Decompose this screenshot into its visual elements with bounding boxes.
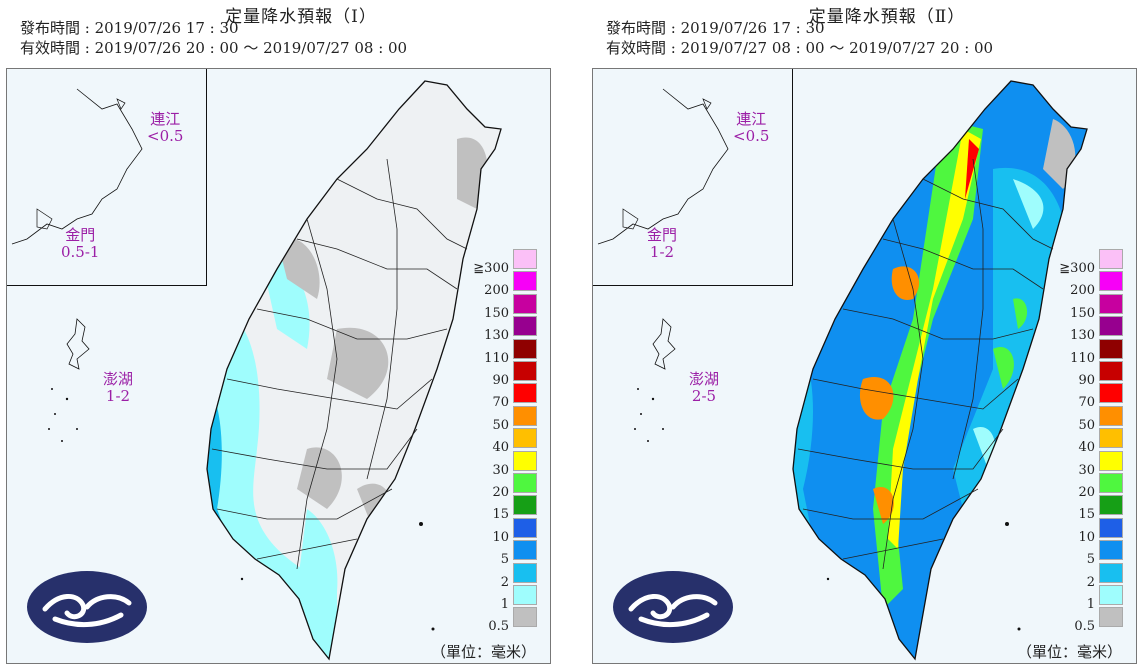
legend-label: 150 bbox=[1070, 305, 1095, 321]
valid-time: 有效時間 : 2019/07/26 20 : 00 ～ 2019/07/27 0… bbox=[20, 39, 408, 57]
legend-label: 30 bbox=[1078, 462, 1095, 478]
cwb-logo bbox=[27, 571, 147, 643]
legend-label: 150 bbox=[484, 305, 509, 321]
legend-label: 0.5 bbox=[1074, 619, 1095, 635]
rainfall-map: 連江 <0.5 金門 1-2 澎湖 2-5 ≧300 200 150 130 110 90 70 5… bbox=[592, 68, 1137, 664]
forecast-panel-1: 定量降水預報（Ⅰ） 發布時間 : 2019/07/26 17 : 30 有效時間… bbox=[6, 0, 566, 672]
issue-time: 發布時間 : 2019/07/26 17 : 30 bbox=[20, 19, 239, 37]
issue-time: 發布時間 : 2019/07/26 17 : 30 bbox=[606, 19, 825, 37]
legend-label: 40 bbox=[492, 440, 509, 456]
legend-label: 2 bbox=[500, 574, 509, 590]
legend-label: 1 bbox=[500, 597, 509, 612]
legend-swatch bbox=[513, 361, 537, 381]
legend-swatch bbox=[513, 540, 537, 561]
legend-label: 70 bbox=[1078, 395, 1095, 411]
legend-swatch bbox=[513, 271, 537, 292]
inset-offshore-islands: 連江 <0.5 金門 1-2 bbox=[593, 69, 793, 286]
legend-label: 50 bbox=[1078, 417, 1095, 433]
legend-label: 130 bbox=[484, 328, 509, 344]
penghu-outline bbox=[66, 318, 90, 370]
legend-label: 10 bbox=[492, 529, 509, 545]
cwb-logo bbox=[613, 571, 733, 643]
panel-title: 定量降水預報（Ⅱ） bbox=[808, 7, 966, 27]
rainfall-map: 連江 <0.5 金門 0.5-1 澎湖 1-2 ≧300 200 150 130 110 90 7… bbox=[6, 68, 551, 664]
legend-swatch bbox=[1099, 405, 1123, 426]
island-penghu: 澎湖 2-5 bbox=[689, 370, 720, 405]
panel-title: 定量降水預報（Ⅰ） bbox=[225, 7, 377, 27]
penghu-outline bbox=[652, 318, 676, 370]
island-kinmen: 金門 1-2 bbox=[647, 226, 678, 261]
precip-legend: ≧300 200 150 130 110 90 70 50 40 30 20 15 10 5 2 1 0.5 bbox=[1059, 249, 1131, 661]
legend-label: 40 bbox=[1078, 440, 1095, 456]
legend-label: 20 bbox=[492, 485, 509, 500]
legend-label: 1 bbox=[1086, 597, 1095, 612]
legend-swatch bbox=[1099, 293, 1123, 314]
island-penghu: 澎湖 1-2 bbox=[103, 370, 134, 405]
taiwan-map bbox=[634, 80, 1088, 661]
island-matsu: 連江 <0.5 bbox=[147, 110, 184, 145]
legend-swatch bbox=[513, 405, 537, 426]
legend-swatch bbox=[1099, 607, 1123, 628]
legend-swatch bbox=[1099, 383, 1123, 404]
legend-swatch bbox=[1099, 361, 1123, 381]
legend-swatch bbox=[513, 316, 537, 337]
legend-swatch bbox=[513, 293, 537, 314]
legend-label: 110 bbox=[484, 350, 509, 366]
unit-label: （單位：毫米） bbox=[1017, 643, 1123, 661]
legend-label: 200 bbox=[484, 283, 509, 299]
legend-label: 70 bbox=[492, 395, 509, 411]
legend-swatch bbox=[513, 517, 537, 538]
legend-label: 20 bbox=[1078, 485, 1095, 500]
legend-swatch bbox=[513, 473, 537, 493]
legend-label: 90 bbox=[492, 373, 509, 388]
legend-swatch bbox=[513, 383, 537, 404]
island-kinmen: 金門 0.5-1 bbox=[61, 226, 100, 261]
legend-swatch bbox=[1099, 428, 1123, 449]
legend-label: 15 bbox=[1078, 507, 1095, 523]
legend-swatch bbox=[513, 338, 537, 359]
legend-label: 90 bbox=[1078, 373, 1095, 388]
island-matsu: 連江 <0.5 bbox=[733, 110, 770, 145]
legend-label: ≧300 bbox=[1059, 261, 1095, 276]
legend-swatch bbox=[513, 249, 537, 269]
legend-swatch bbox=[513, 585, 537, 605]
legend-label: 110 bbox=[1070, 350, 1095, 366]
valid-time: 有效時間 : 2019/07/27 08 : 00 ～ 2019/07/27 2… bbox=[606, 39, 994, 57]
legend-swatch bbox=[513, 562, 537, 583]
unit-label: （單位：毫米） bbox=[431, 643, 537, 661]
legend-label: 2 bbox=[1086, 574, 1095, 590]
legend-swatch bbox=[1099, 495, 1123, 516]
inset-offshore-islands: 連江 <0.5 金門 0.5-1 bbox=[7, 69, 207, 286]
legend-label: 5 bbox=[500, 552, 509, 568]
legend-label: 15 bbox=[492, 507, 509, 523]
legend-label: 30 bbox=[492, 462, 509, 478]
legend-swatch bbox=[1099, 316, 1123, 337]
legend-swatch bbox=[1099, 450, 1123, 471]
legend-swatch bbox=[1099, 338, 1123, 359]
legend-swatch bbox=[1099, 540, 1123, 561]
legend-label: 5 bbox=[1086, 552, 1095, 568]
legend-swatch bbox=[1099, 473, 1123, 493]
legend-swatch bbox=[1099, 249, 1123, 269]
legend-label: 130 bbox=[1070, 328, 1095, 344]
legend-swatch bbox=[1099, 585, 1123, 605]
legend-swatch bbox=[513, 428, 537, 449]
legend-swatch bbox=[1099, 562, 1123, 583]
legend-label: 200 bbox=[1070, 283, 1095, 299]
legend-label: 10 bbox=[1078, 529, 1095, 545]
legend-swatch bbox=[513, 450, 537, 471]
precip-legend: ≧300 200 150 130 110 90 70 50 40 30 20 15 10 5 2 1 0.5 bbox=[473, 249, 545, 661]
legend-swatch bbox=[513, 607, 537, 628]
forecast-panel-2: 定量降水預報（Ⅱ） 發布時間 : 2019/07/26 17 : 30 有效時間… bbox=[592, 0, 1148, 672]
legend-swatch bbox=[1099, 517, 1123, 538]
legend-swatch bbox=[1099, 271, 1123, 292]
legend-swatch bbox=[513, 495, 537, 516]
taiwan-map bbox=[48, 80, 502, 661]
legend-label: 50 bbox=[492, 417, 509, 433]
legend-label: ≧300 bbox=[473, 261, 509, 276]
legend-label: 0.5 bbox=[488, 619, 509, 635]
